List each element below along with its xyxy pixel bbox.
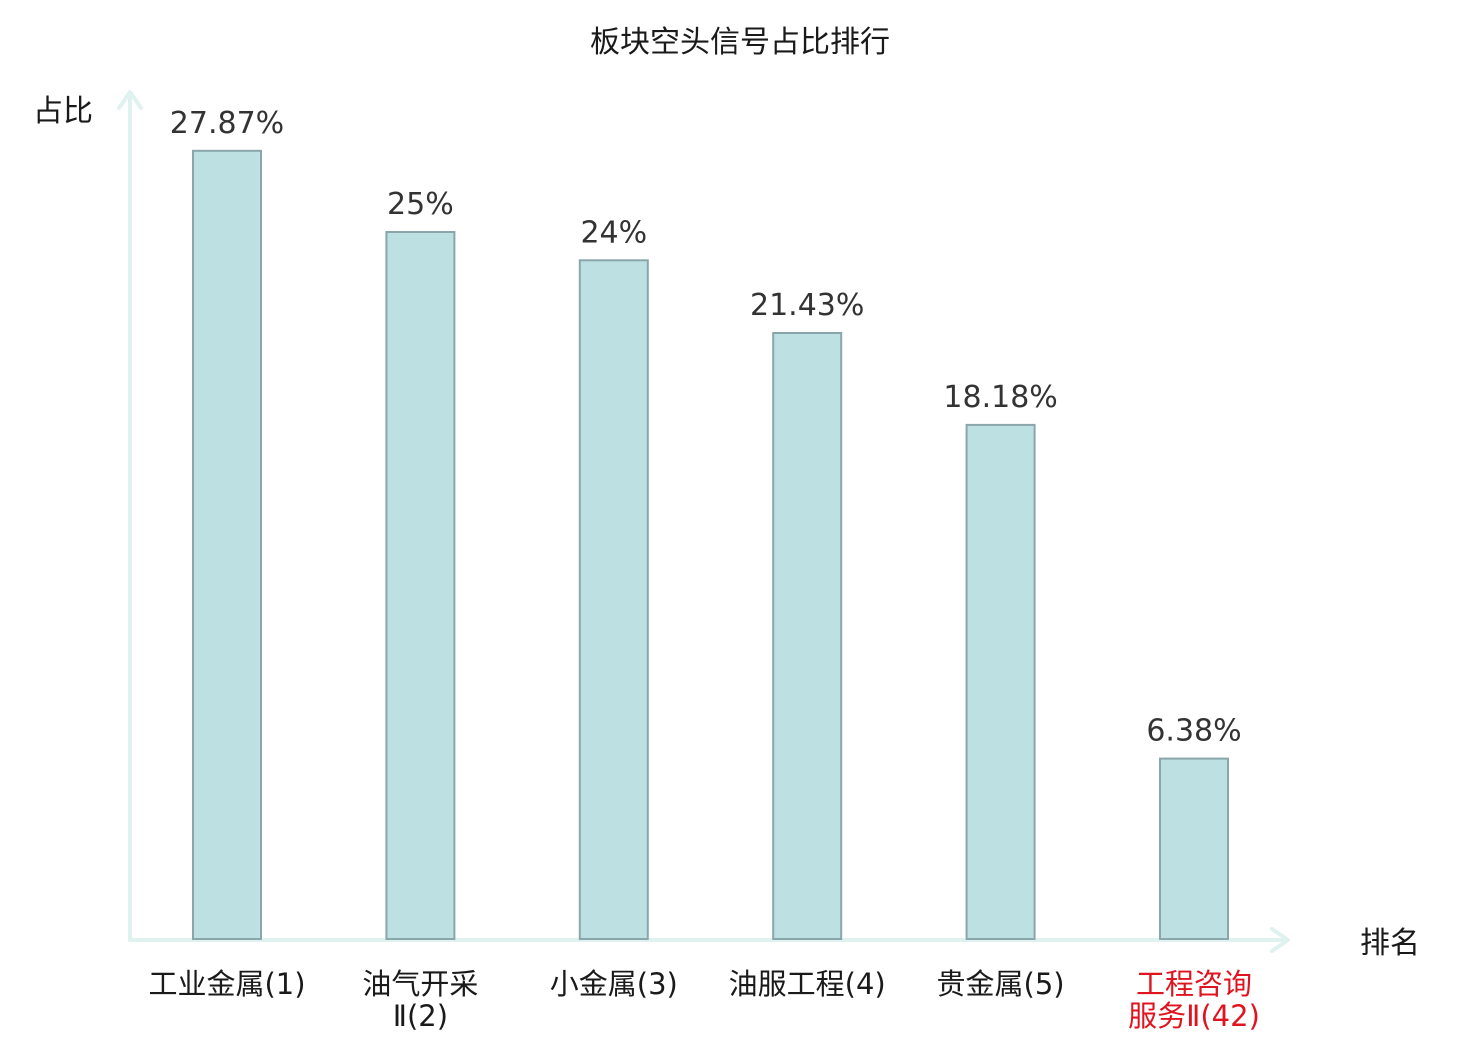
bar-value-label: 25% [387,187,454,222]
y-axis-arrow [117,90,143,110]
x-axis-arrow [1270,927,1290,953]
category-label: 工业金属(1) [148,967,305,1001]
bar-value-label: 21.43% [750,288,864,323]
bar [965,423,1036,940]
value-labels: 27.87% 25% 24% 21.43% 18.18% 6.38% [170,106,1242,749]
axes [117,90,1290,953]
category-label-line2: Ⅱ(2) [393,999,448,1033]
category-label: 贵金属(5) [937,967,1065,1001]
bar [1159,757,1229,940]
bar [772,332,843,940]
x-axis-label: 排名 [1360,926,1420,961]
category-label: 小金属(3) [550,967,678,1001]
y-axis-label: 占比 [33,94,93,129]
bar [385,231,456,940]
bar-value-label: 27.87% [170,106,284,141]
bar-value-label: 6.38% [1146,714,1241,749]
bars [192,149,1229,941]
category-label: 油服工程(4) [729,967,886,1001]
chart-title: 板块空头信号占比排行 [590,25,890,60]
bar-value-label: 18.18% [943,380,1057,415]
bar [192,149,262,941]
category-label: 工程咨询 [1136,967,1252,1001]
category-label-line2: 服务Ⅱ(42) [1128,999,1260,1033]
category-label: 油气开采 [362,967,478,1001]
bar-value-label: 24% [580,215,647,250]
bar [578,259,649,940]
